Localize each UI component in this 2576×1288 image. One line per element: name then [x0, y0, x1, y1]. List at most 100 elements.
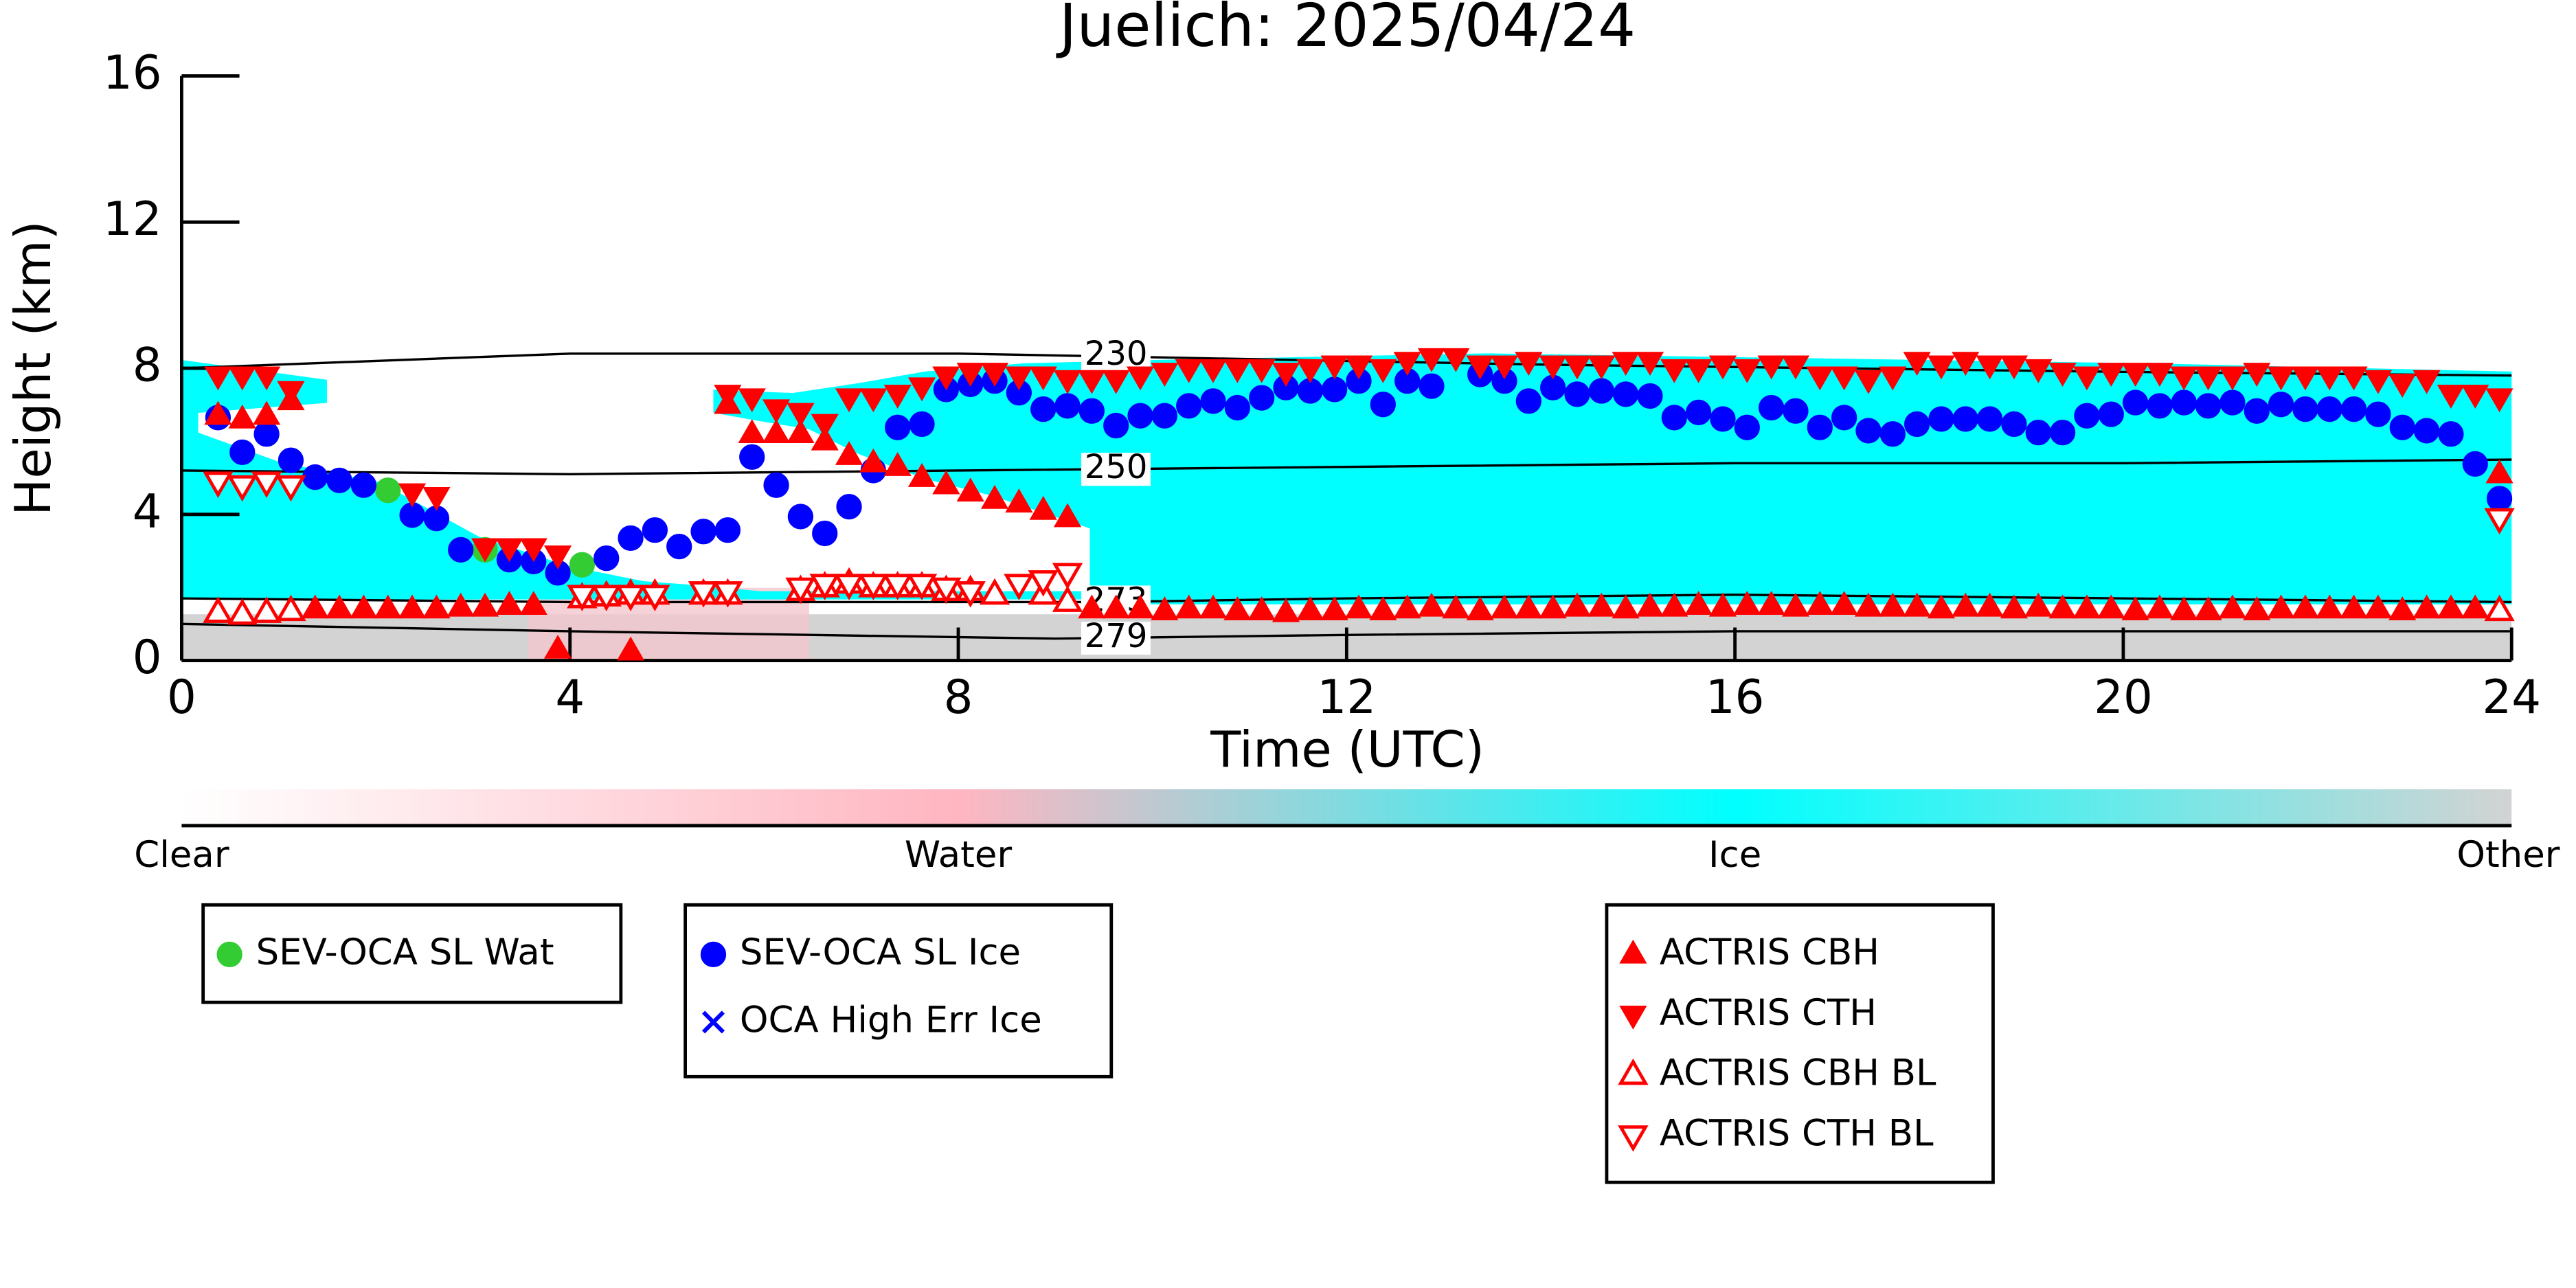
data-point: [2243, 596, 2271, 620]
data-point: [1830, 366, 1858, 391]
data-point: [738, 388, 766, 413]
data-point: [1466, 596, 1494, 620]
data-point: [1417, 348, 1446, 372]
data-point: [1320, 596, 1348, 620]
data-point: [2244, 398, 2270, 424]
legend-marker: [216, 941, 242, 968]
legend-label: ACTRIS CTH: [1660, 992, 1877, 1034]
data-point: [885, 414, 911, 440]
data-point: [1879, 366, 1907, 391]
data-point: [228, 366, 256, 391]
data-point: [2484, 508, 2515, 535]
data-point: [642, 517, 668, 543]
data-point: [1369, 359, 1397, 383]
data-point: [835, 388, 863, 413]
data-point: [2388, 596, 2417, 620]
legend-marker: [1618, 1125, 1649, 1152]
data-point: [1102, 594, 1130, 619]
data-point: [1370, 392, 1396, 418]
data-point: [1806, 366, 1834, 391]
data-point: [1393, 594, 1421, 619]
data-point: [956, 363, 984, 387]
data-point: [252, 366, 281, 391]
data-point: [447, 592, 475, 617]
legend-label: OCA High Err Ice: [740, 999, 1042, 1041]
data-point: [1272, 363, 1300, 387]
data-point: [615, 585, 646, 611]
data-point: [980, 484, 1009, 509]
data-point: [812, 520, 838, 547]
data-point: [1175, 594, 1203, 619]
data-point: [1927, 594, 1956, 619]
data-point: [980, 363, 1009, 387]
data-point: [227, 475, 258, 502]
data-point: [1199, 359, 1228, 383]
data-point: [1223, 596, 1252, 620]
data-point: [1759, 394, 1785, 421]
data-point: [1247, 596, 1276, 620]
data-point: [811, 426, 839, 451]
data-point: [858, 574, 889, 600]
data-point: [1928, 406, 1954, 432]
data-point: [1515, 352, 1543, 376]
data-point: [251, 471, 282, 498]
data-point: [204, 366, 232, 391]
data-point: [2437, 594, 2465, 619]
colorbar-label: Water: [905, 834, 1013, 876]
data-point: [1854, 370, 1883, 394]
data-point: [1563, 355, 1592, 380]
data-point: [1369, 596, 1397, 620]
data-point: [836, 493, 862, 520]
data-point: [2316, 594, 2344, 619]
data-point: [2025, 420, 2051, 446]
data-point: [1612, 352, 1640, 376]
data-point: [1806, 591, 1834, 615]
data-point: [1272, 598, 1300, 622]
data-point: [277, 381, 305, 405]
x-tick-label: 24: [2482, 670, 2541, 724]
data-point: [2389, 414, 2415, 440]
data-point: [907, 377, 936, 402]
legend-marker: [701, 1010, 725, 1034]
data-point: [1976, 406, 2003, 432]
data-point: [422, 594, 451, 619]
data-point: [1030, 396, 1057, 422]
colorbar-label: Other: [2456, 834, 2560, 876]
data-point: [906, 574, 938, 600]
data-point: [1636, 592, 1664, 617]
data-point: [1563, 592, 1592, 617]
data-point: [2048, 363, 2077, 387]
data-point: [2316, 396, 2342, 422]
legend-box: [1605, 903, 1995, 1184]
legend-label: ACTRIS CTH BL: [1660, 1112, 1934, 1154]
data-point: [2292, 396, 2318, 422]
data-point: [1854, 592, 1883, 617]
data-point: [1830, 591, 1858, 615]
data-point: [1029, 366, 1057, 391]
legend-marker: [700, 941, 727, 968]
x-tick-label: 8: [944, 670, 973, 724]
data-point: [712, 581, 743, 608]
data-point: [2194, 596, 2222, 620]
data-point: [2486, 486, 2513, 512]
data-point: [228, 404, 256, 429]
y-tick-label: 0: [133, 631, 162, 684]
data-point: [543, 634, 572, 659]
data-point: [1684, 359, 1713, 383]
data-point: [2195, 393, 2222, 419]
data-point: [275, 594, 306, 622]
contour-label-bg: [1081, 453, 1151, 486]
x-tick-label: 20: [2094, 670, 2153, 724]
data-point: [618, 525, 644, 551]
data-point: [1540, 374, 1566, 400]
data-point: [1684, 591, 1713, 615]
data-point: [495, 538, 523, 563]
legend-marker: [1619, 939, 1647, 964]
data-point: [1613, 381, 1639, 407]
data-point: [882, 574, 913, 600]
data-point: [1710, 406, 1736, 432]
y-tick-label: 12: [103, 192, 162, 246]
data-point: [203, 471, 234, 498]
data-point: [1515, 594, 1543, 619]
